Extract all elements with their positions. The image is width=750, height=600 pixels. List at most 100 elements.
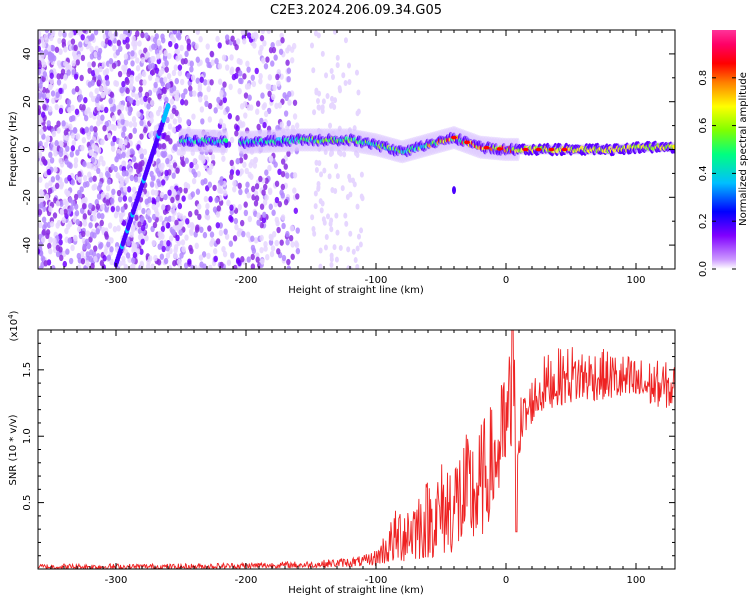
noise-speck <box>96 193 102 200</box>
noise-speck <box>38 59 42 67</box>
noise-speck <box>125 120 130 127</box>
noise-speck <box>198 36 203 43</box>
noise-speck <box>82 160 87 168</box>
noise-speck <box>201 251 207 258</box>
noise-speck <box>70 244 75 252</box>
noise-speck <box>141 207 146 215</box>
noise-speck <box>314 167 319 174</box>
noise-speck <box>279 239 284 246</box>
noise-speck <box>277 102 283 109</box>
noise-speck <box>177 69 183 77</box>
noise-speck <box>51 97 56 104</box>
noise-speck <box>283 198 289 206</box>
noise-speck <box>90 79 95 86</box>
noise-speck <box>190 191 196 198</box>
noise-speck <box>255 256 260 263</box>
noise-speck <box>119 212 124 220</box>
noise-speck <box>95 228 100 235</box>
x-tick-label: -300 <box>105 575 128 586</box>
noise-speck <box>214 57 219 65</box>
noise-speck <box>288 234 294 242</box>
noise-speck <box>235 115 240 122</box>
noise-speck <box>191 177 197 185</box>
noise-speck <box>260 258 265 265</box>
noise-speck <box>276 226 281 234</box>
noise-speck <box>38 140 43 148</box>
noise-speck <box>162 76 168 83</box>
noise-speck <box>96 167 101 175</box>
noise-speck <box>221 155 226 162</box>
noise-speck <box>100 212 105 220</box>
noise-speck <box>338 150 343 157</box>
noise-speck <box>294 122 300 129</box>
noise-speck <box>242 100 248 108</box>
noise-speck <box>333 187 338 194</box>
noise-speck <box>125 36 130 44</box>
noise-speck <box>109 246 114 253</box>
noise-speck <box>280 37 285 44</box>
noise-speck <box>275 40 281 47</box>
noise-speck <box>96 79 101 86</box>
noise-speck <box>132 121 138 128</box>
noise-speck <box>190 223 195 230</box>
noise-speck <box>70 179 76 186</box>
noise-speck <box>286 67 292 74</box>
noise-speck <box>157 93 162 100</box>
noise-speck <box>48 236 54 244</box>
noise-speck <box>125 87 130 95</box>
noise-speck <box>165 245 170 252</box>
noise-speck <box>89 163 95 170</box>
noise-speck <box>61 120 66 127</box>
noise-speck <box>208 196 213 203</box>
y-tick-label: 0 <box>22 146 33 152</box>
noise-speck <box>79 74 84 82</box>
noise-speck <box>61 216 66 224</box>
noise-speck <box>281 254 287 262</box>
noise-speck <box>198 91 203 98</box>
noise-speck <box>99 219 104 227</box>
noise-speck <box>270 93 276 101</box>
noise-speck <box>156 259 162 266</box>
noise-speck <box>274 102 279 110</box>
noise-speck <box>63 129 69 136</box>
noise-speck <box>199 76 204 83</box>
noise-speck <box>93 51 98 58</box>
noise-speck <box>116 225 121 232</box>
noise-speck <box>329 68 334 75</box>
noise-speck <box>150 189 156 196</box>
noise-speck <box>73 73 79 80</box>
noise-speck <box>313 190 318 197</box>
carrier-core <box>224 138 229 143</box>
noise-speck <box>335 173 340 180</box>
noise-speck <box>311 67 316 74</box>
noise-speck <box>167 123 173 130</box>
noise-speck <box>110 140 115 147</box>
noise-speck <box>270 41 275 49</box>
noise-speck <box>38 209 43 216</box>
noise-speck <box>285 239 290 246</box>
noise-speck <box>67 174 72 182</box>
noise-speck <box>140 159 145 167</box>
noise-speck <box>213 107 218 114</box>
noise-speck <box>179 78 185 86</box>
noise-speck <box>291 42 297 50</box>
noise-speck <box>149 111 154 119</box>
noise-speck <box>63 208 68 216</box>
noise-speck <box>70 145 76 152</box>
noise-speck <box>338 244 343 251</box>
noise-speck <box>83 96 88 104</box>
noise-speck <box>206 85 211 93</box>
noise-speck <box>68 162 73 169</box>
noise-speck <box>270 60 275 67</box>
noise-speck <box>187 210 193 218</box>
noise-speck <box>136 110 141 118</box>
colorbar-tick-label: 0.8 <box>698 70 709 86</box>
noise-speck <box>61 38 66 45</box>
noise-speck <box>287 90 292 98</box>
noise-speck <box>130 60 135 67</box>
noise-speck <box>168 235 174 242</box>
noise-speck <box>82 30 87 34</box>
noise-speck <box>38 38 41 45</box>
noise-speck <box>70 114 76 122</box>
noise-speck <box>253 156 259 164</box>
